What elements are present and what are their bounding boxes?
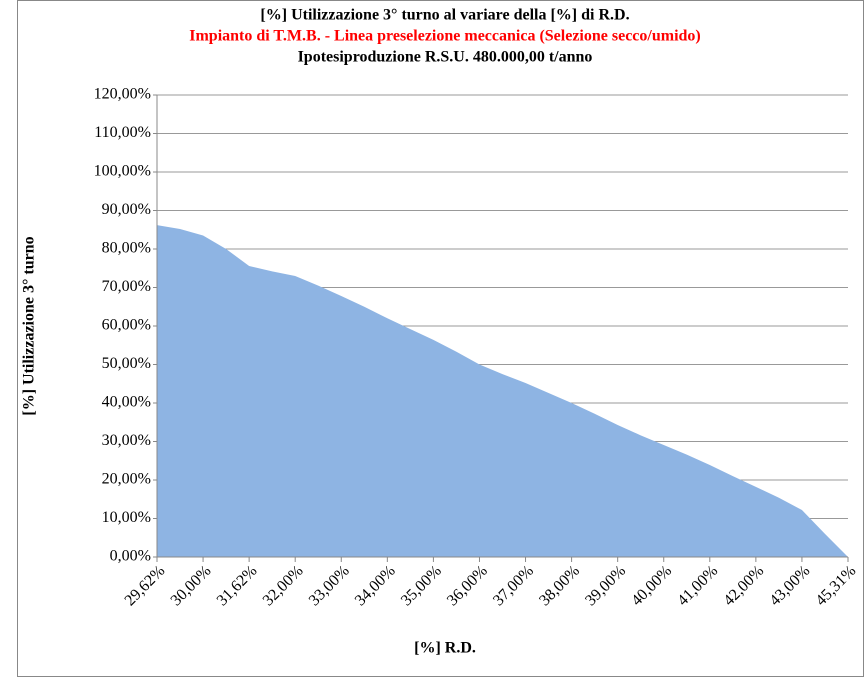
y-tick-label: 50,00% — [102, 355, 151, 372]
y-tick-label: 60,00% — [102, 317, 151, 334]
y-tick-label: 120,00% — [94, 86, 151, 103]
y-tick-label: 110,00% — [94, 124, 151, 141]
y-tick-label: 80,00% — [102, 240, 151, 257]
y-tick-label: 90,00% — [102, 201, 151, 218]
y-tick-label: 70,00% — [102, 278, 151, 295]
chart-subtitle: Impianto di T.M.B. - Linea preselezione … — [189, 28, 701, 45]
area — [157, 225, 848, 557]
y-tick-label: 20,00% — [102, 471, 151, 488]
chart-title: [%] Utilizzazione 3° turno al variare de… — [260, 7, 629, 24]
y-axis-label: [%] Utilizzazione 3° turno — [21, 236, 38, 415]
y-tick-label: 40,00% — [102, 394, 151, 411]
y-tick-label: 0,00% — [110, 548, 151, 565]
x-axis-label: [%] R.D. — [414, 640, 476, 657]
y-tick-label: 30,00% — [102, 432, 151, 449]
chart-subtitle: Ipotesiproduzione R.S.U. 480.000,00 t/an… — [298, 49, 593, 66]
y-tick-label: 100,00% — [94, 163, 151, 180]
y-tick-label: 10,00% — [102, 509, 151, 526]
